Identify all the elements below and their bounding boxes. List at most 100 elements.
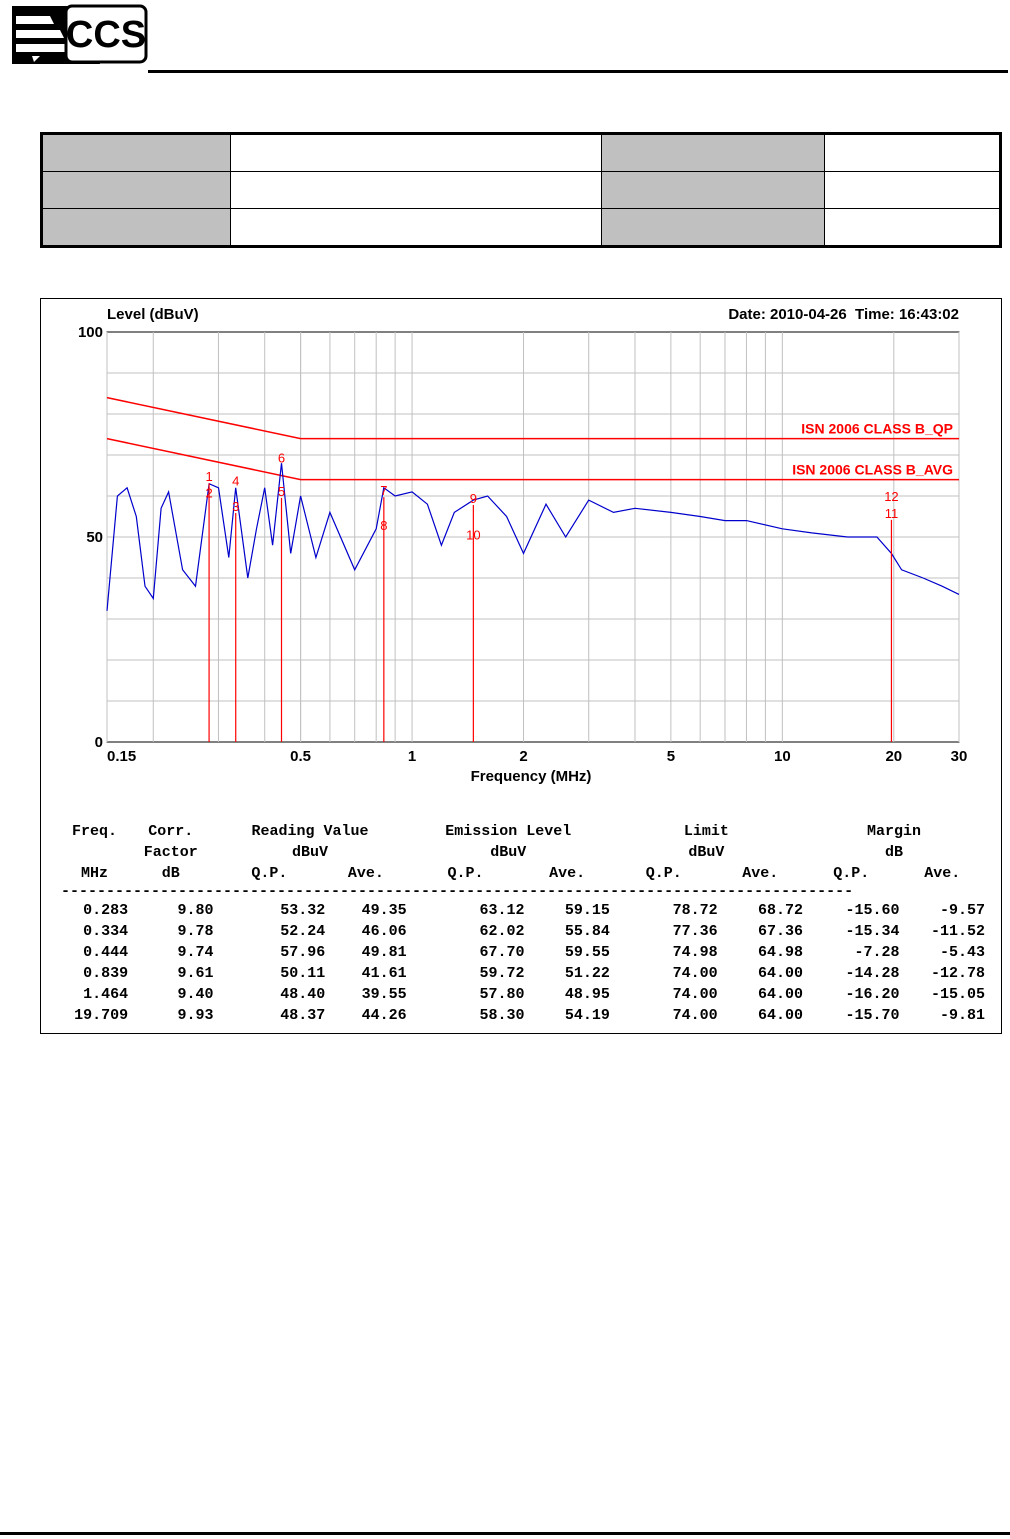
marker-label: 8 — [380, 518, 387, 533]
results-cell: 0.444 — [83, 944, 129, 961]
results-cell: 54.19 — [564, 1007, 610, 1024]
results-cell: 9.93 — [177, 1007, 214, 1024]
results-cell: 0.283 — [83, 902, 129, 919]
results-header-cell: Limit — [683, 823, 729, 840]
results-cell: 9.74 — [177, 944, 214, 961]
results-row: 1.464 9.40 48.40 39.55 57.80 48.95 74.00 64.00 -… — [61, 984, 985, 1005]
results-row: 0.334 9.78 52.24 46.06 62.02 55.84 77.36 67.36 -… — [61, 921, 985, 942]
results-cell: 41.61 — [361, 965, 407, 982]
x-tick-label: 10 — [774, 748, 791, 765]
info-label-cell — [41, 171, 231, 209]
results-header-cell: Q.P. — [833, 865, 870, 882]
results-cell: 48.37 — [280, 1007, 326, 1024]
results-cell: 39.55 — [361, 986, 407, 1003]
ccs-logo: CCS — [12, 4, 148, 64]
results-header-cell: Ave. — [347, 865, 384, 882]
results-cell: 77.36 — [672, 923, 718, 940]
x-tick-label: 2 — [519, 748, 527, 765]
marker-label: 4 — [232, 474, 239, 489]
results-cell: -5.43 — [939, 944, 985, 961]
marker-label: 5 — [278, 484, 285, 499]
results-cell: 48.95 — [564, 986, 610, 1003]
results-header-cell: Ave. — [742, 865, 779, 882]
results-cell: 49.35 — [361, 902, 407, 919]
results-cell: 67.36 — [757, 923, 803, 940]
results-cell: 50.11 — [280, 965, 326, 982]
results-header-cell: Emission Level — [445, 823, 572, 840]
info-row — [41, 133, 1001, 172]
results-cell: 44.26 — [361, 1007, 407, 1024]
limit-line-label: ISN 2006 CLASS B_QP — [801, 421, 953, 437]
marker-label: 11 — [885, 506, 899, 521]
results-cell: -15.05 — [930, 986, 985, 1003]
info-value-cell — [824, 171, 1001, 209]
results-header-cell: dBuV — [490, 844, 527, 861]
results-cell: 55.84 — [564, 923, 610, 940]
results-header-cell: Q.P. — [251, 865, 288, 882]
results-cell: 49.81 — [361, 944, 407, 961]
results-cell: 64.00 — [757, 965, 803, 982]
results-row: 0.444 9.74 57.96 49.81 67.70 59.55 74.98 64.98 -… — [61, 942, 985, 963]
results-cell: -9.57 — [939, 902, 985, 919]
grid — [106, 332, 960, 742]
info-label-cell — [41, 208, 231, 247]
results-cell: 51.22 — [564, 965, 610, 982]
limit-line — [106, 437, 959, 481]
results-cell: 74.98 — [672, 944, 718, 961]
marker-label: 3 — [232, 499, 239, 514]
results-row: 0.283 9.80 53.32 49.35 63.12 59.15 78.72 68.72 -… — [61, 900, 985, 921]
results-header-cell: Factor — [143, 844, 198, 861]
info-value-cell — [230, 208, 602, 247]
x-axis-label: Frequency (MHz) — [471, 768, 592, 785]
x-tick-label: 1 — [408, 748, 416, 765]
results-cell: 59.15 — [564, 902, 610, 919]
y-tick-label: 50 — [86, 529, 103, 546]
results-cell: -15.60 — [845, 902, 900, 919]
results-header-cell: Freq. — [72, 823, 118, 840]
results-header-cell: dBuV — [688, 844, 725, 861]
results-header-row: MHz dB Q.P. Ave. Q.P. Ave. Q.P. Ave. Q.P. Ave. — [61, 863, 985, 884]
results-header-cell: Ave. — [924, 865, 961, 882]
results-cell: 74.00 — [672, 1007, 718, 1024]
x-tick-label: 5 — [667, 748, 675, 765]
marker-label: 12 — [884, 489, 898, 504]
results-cell: 63.12 — [479, 902, 525, 919]
footer-rule — [0, 1532, 1010, 1535]
info-label-cell — [601, 208, 825, 247]
results-header-row: Factor dBuV dBuV dBuV dB — [61, 842, 985, 863]
marker-label: 7 — [380, 483, 387, 498]
results-cell: 64.00 — [757, 986, 803, 1003]
results-cell: 57.96 — [280, 944, 326, 961]
results-header-cell: dBuV — [292, 844, 329, 861]
x-tick-label: 0.5 — [290, 748, 311, 765]
results-cell: -7.28 — [854, 944, 900, 961]
results-header-cell: MHz — [81, 865, 109, 882]
marker-label: 9 — [470, 491, 477, 506]
info-table — [40, 132, 1002, 248]
results-header-cell: Q.P. — [645, 865, 682, 882]
x-tick-label: 20 — [885, 748, 902, 765]
results-header-cell: Q.P. — [447, 865, 484, 882]
info-label-cell — [601, 133, 825, 172]
results-cell: 78.72 — [672, 902, 718, 919]
info-label-cell — [601, 171, 825, 209]
measurement-trace — [106, 463, 960, 611]
marker-label: 6 — [278, 450, 285, 465]
results-cell: -11.52 — [930, 923, 985, 940]
results-separator: ----------------------------------------… — [61, 884, 985, 900]
results-cell: 74.00 — [672, 986, 718, 1003]
y-axis-label: Level (dBuV) — [107, 306, 199, 323]
results-cell: 67.70 — [479, 944, 525, 961]
results-row: 0.839 9.61 50.11 41.61 59.72 51.22 74.00 64.00 -… — [61, 963, 985, 984]
marker-label: 1 — [205, 469, 212, 484]
results-cell: 53.32 — [280, 902, 326, 919]
limit-line-label: ISN 2006 CLASS B_AVG — [792, 462, 953, 478]
x-tick-label: 30 — [951, 748, 968, 765]
info-row — [41, 208, 1001, 247]
y-tick-label: 0 — [95, 734, 103, 751]
results-header-row: Freq. Corr. Reading Value Emission Level Lim… — [61, 821, 985, 842]
results-header-cell — [61, 842, 128, 863]
